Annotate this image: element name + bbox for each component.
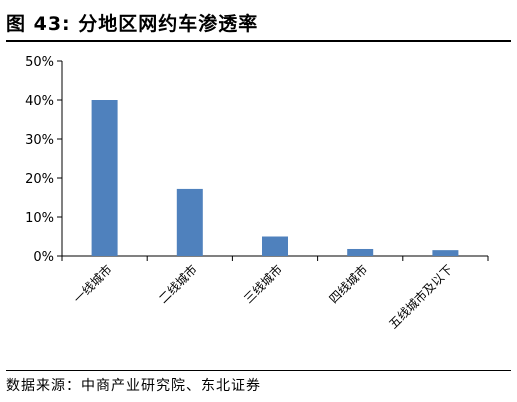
title-rule: [6, 40, 511, 42]
bar-chart: 0% 10% 20% 30% 40% 50% 一线城市 二线城市 三线城市 四线城市 五线城市及以下: [25, 55, 489, 332]
source-footer: 数据来源：中商产业研究院、东北证券: [6, 370, 511, 399]
source-note: 数据来源：中商产业研究院、东北证券: [6, 378, 261, 394]
y-tick-label: 10%: [25, 211, 54, 226]
x-category-label: 四线城市: [326, 262, 371, 307]
y-tick-label: 40%: [25, 94, 54, 109]
bar-1: [91, 100, 118, 256]
bar-2: [176, 188, 203, 256]
bar-5: [432, 250, 459, 256]
y-tick-label: 50%: [25, 55, 54, 70]
y-tick-label: 20%: [25, 172, 54, 187]
y-tick-label: 30%: [25, 133, 54, 148]
bar-4: [347, 248, 374, 256]
bar-3: [262, 236, 288, 256]
figure-title: 图 43: 分地区网约车渗透率: [6, 12, 259, 35]
x-category-label: 三线城市: [241, 262, 286, 307]
x-category-label: 二线城市: [155, 262, 200, 307]
y-tick-label: 0%: [33, 250, 54, 265]
x-category-label: 五线城市及以下: [386, 262, 456, 332]
figure-header: 图 43: 分地区网约车渗透率: [6, 2, 511, 42]
x-category-label: 一线城市: [70, 262, 115, 307]
